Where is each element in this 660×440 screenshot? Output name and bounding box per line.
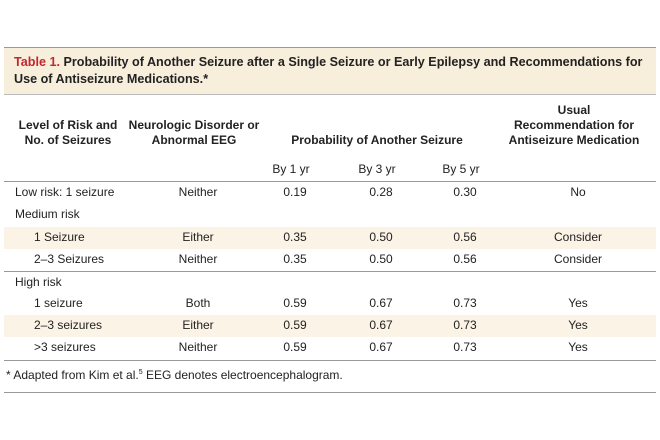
table-row: >3 seizures Neither 0.59 0.67 0.73 Yes bbox=[4, 337, 656, 359]
table-frame bbox=[4, 47, 656, 360]
footnote-rest: EEG denotes electroencephalogram. bbox=[142, 368, 343, 382]
cell-5yr: 0.56 bbox=[453, 252, 477, 266]
cell-3yr: 0.50 bbox=[369, 252, 393, 266]
cell-5yr: 0.56 bbox=[453, 230, 477, 244]
cell-risk: High risk bbox=[15, 275, 62, 289]
row-rule bbox=[4, 271, 656, 272]
cell-1yr: 0.59 bbox=[283, 296, 307, 310]
table-title-band: Table 1. Probability of Another Seizure … bbox=[4, 48, 656, 95]
cell-neuro: Both bbox=[185, 296, 211, 310]
cell-5yr: 0.73 bbox=[453, 296, 477, 310]
cell-neuro: Either bbox=[182, 318, 214, 332]
cell-neuro: Neither bbox=[178, 252, 218, 266]
footnote-rule bbox=[4, 392, 656, 393]
cell-3yr: 0.67 bbox=[369, 296, 393, 310]
cell-risk: Low risk: 1 seizure bbox=[15, 185, 115, 199]
cell-5yr: 0.30 bbox=[453, 185, 477, 199]
header-neuro: Neurologic Disorder or Abnormal EEG bbox=[128, 118, 260, 147]
cell-recommendation: Yes bbox=[568, 340, 588, 354]
table-row: 1 Seizure Either 0.35 0.50 0.56 Consider bbox=[4, 227, 656, 249]
cell-5yr: 0.73 bbox=[453, 340, 477, 354]
footnote-reference: 5 bbox=[138, 369, 143, 376]
cell-risk: 1 Seizure bbox=[34, 230, 85, 244]
cell-3yr: 0.67 bbox=[369, 318, 393, 332]
cell-1yr: 0.59 bbox=[283, 340, 307, 354]
cell-1yr: 0.19 bbox=[283, 185, 307, 199]
cell-1yr: 0.59 bbox=[283, 318, 307, 332]
cell-1yr: 0.35 bbox=[283, 252, 307, 266]
table-row: 1 seizure Both 0.59 0.67 0.73 Yes bbox=[4, 293, 656, 315]
subheader-5yr: By 5 yr bbox=[442, 162, 480, 176]
cell-risk: 2–3 seizures bbox=[34, 318, 103, 332]
table-label: Table 1. bbox=[14, 55, 60, 69]
cell-neuro: Either bbox=[182, 230, 214, 244]
cell-risk: 1 seizure bbox=[34, 296, 83, 310]
cell-risk: Medium risk bbox=[15, 207, 80, 221]
header-recommendation: Usual Recommendation for Antiseizure Med… bbox=[508, 103, 640, 147]
subheader-3yr: By 3 yr bbox=[358, 162, 396, 176]
cell-neuro: Neither bbox=[178, 340, 218, 354]
cell-recommendation: Yes bbox=[568, 296, 588, 310]
subheader-1yr: By 1 yr bbox=[272, 162, 310, 176]
footnote-marker: * bbox=[6, 368, 11, 382]
cell-risk: >3 seizures bbox=[34, 340, 96, 354]
cell-recommendation: No bbox=[570, 185, 586, 199]
header-probability: Probability of Another Seizure bbox=[291, 133, 463, 147]
footnote-text: Adapted from Kim et al. bbox=[10, 368, 139, 382]
cell-recommendation: Yes bbox=[568, 318, 588, 332]
cell-3yr: 0.67 bbox=[369, 340, 393, 354]
table-bottom-rule bbox=[4, 360, 656, 361]
cell-3yr: 0.50 bbox=[369, 230, 393, 244]
cell-1yr: 0.35 bbox=[283, 230, 307, 244]
table-row: High risk bbox=[4, 272, 656, 294]
cell-neuro: Neither bbox=[178, 185, 218, 199]
cell-recommendation: Consider bbox=[553, 230, 603, 244]
table-row: 2–3 Seizures Neither 0.35 0.50 0.56 Cons… bbox=[4, 249, 656, 271]
table-row: Low risk: 1 seizure Neither 0.19 0.28 0.… bbox=[4, 182, 656, 204]
cell-5yr: 0.73 bbox=[453, 318, 477, 332]
cell-3yr: 0.28 bbox=[369, 185, 393, 199]
table-title-text: Probability of Another Seizure after a S… bbox=[14, 55, 643, 86]
cell-risk: 2–3 Seizures bbox=[34, 252, 105, 266]
title-marker: * bbox=[203, 72, 209, 86]
table-row: 2–3 seizures Either 0.59 0.67 0.73 Yes bbox=[4, 315, 656, 337]
header-risk: Level of Risk and No. of Seizures bbox=[18, 118, 118, 147]
table-row: Medium risk bbox=[4, 204, 656, 226]
header-rule bbox=[4, 181, 656, 182]
table-footnote: * Adapted from Kim et al.5 EEG denotes e… bbox=[6, 368, 343, 382]
cell-recommendation: Consider bbox=[553, 252, 603, 266]
table-title: Table 1. Probability of Another Seizure … bbox=[14, 54, 644, 88]
